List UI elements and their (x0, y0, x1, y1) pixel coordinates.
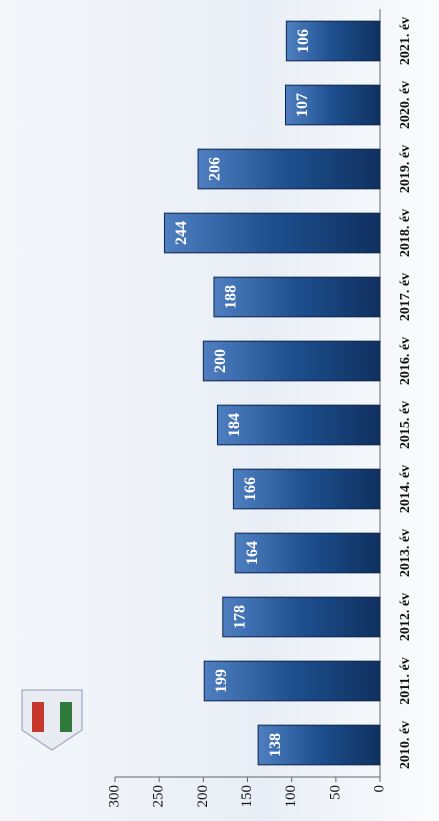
value-label: 166 (242, 477, 259, 501)
x-tick-label: 2017. év (398, 273, 413, 321)
value-label: 138 (267, 733, 284, 757)
logo (21, 689, 83, 751)
value-label: 199 (213, 669, 230, 693)
value-label: 106 (295, 29, 312, 53)
x-tick-label: 2013. év (398, 529, 413, 577)
bar (213, 276, 381, 318)
y-tick-label: 100 (283, 785, 299, 808)
bar (202, 340, 381, 382)
y-tick-label: 300 (106, 785, 122, 808)
bar (163, 212, 381, 254)
value-label: 178 (231, 605, 248, 629)
x-tick-label: 2011. év (398, 657, 413, 704)
y-tick-label: 0 (371, 785, 387, 793)
value-label: 200 (212, 349, 229, 373)
x-tick-label: 2012. év (398, 593, 413, 641)
bar (257, 724, 381, 766)
y-tick-label: 200 (195, 785, 211, 808)
bar (232, 468, 381, 510)
bar (197, 148, 381, 190)
bar (285, 20, 381, 62)
plot: 0 50 100 150 200 250 300 2010. év 138 2011. év 199… (106, 9, 413, 808)
x-tick-label: 2020. év (398, 81, 413, 129)
bar (203, 660, 381, 702)
x-tick-label: 2021. év (398, 17, 413, 65)
x-tick-label: 2016. év (398, 337, 413, 385)
value-label: 164 (244, 541, 261, 565)
value-label: 244 (173, 221, 190, 245)
value-label: 206 (207, 157, 224, 181)
y-tick-label: 50 (327, 785, 343, 800)
bar (284, 84, 381, 126)
x-tick-label: 2014. év (398, 465, 413, 513)
x-tick-label: 2015. év (398, 401, 413, 449)
value-label: 188 (223, 285, 240, 309)
value-label: 107 (294, 93, 311, 117)
x-tick-label: 2018. év (398, 209, 413, 257)
bar (222, 596, 381, 638)
x-tick-label: 2019. év (398, 145, 413, 193)
value-label: 184 (226, 413, 243, 437)
x-tick-label: 2010. év (398, 721, 413, 769)
bar (234, 532, 381, 574)
bar (216, 404, 381, 446)
y-tick-label: 150 (239, 785, 255, 808)
y-tick-label: 250 (151, 785, 167, 808)
